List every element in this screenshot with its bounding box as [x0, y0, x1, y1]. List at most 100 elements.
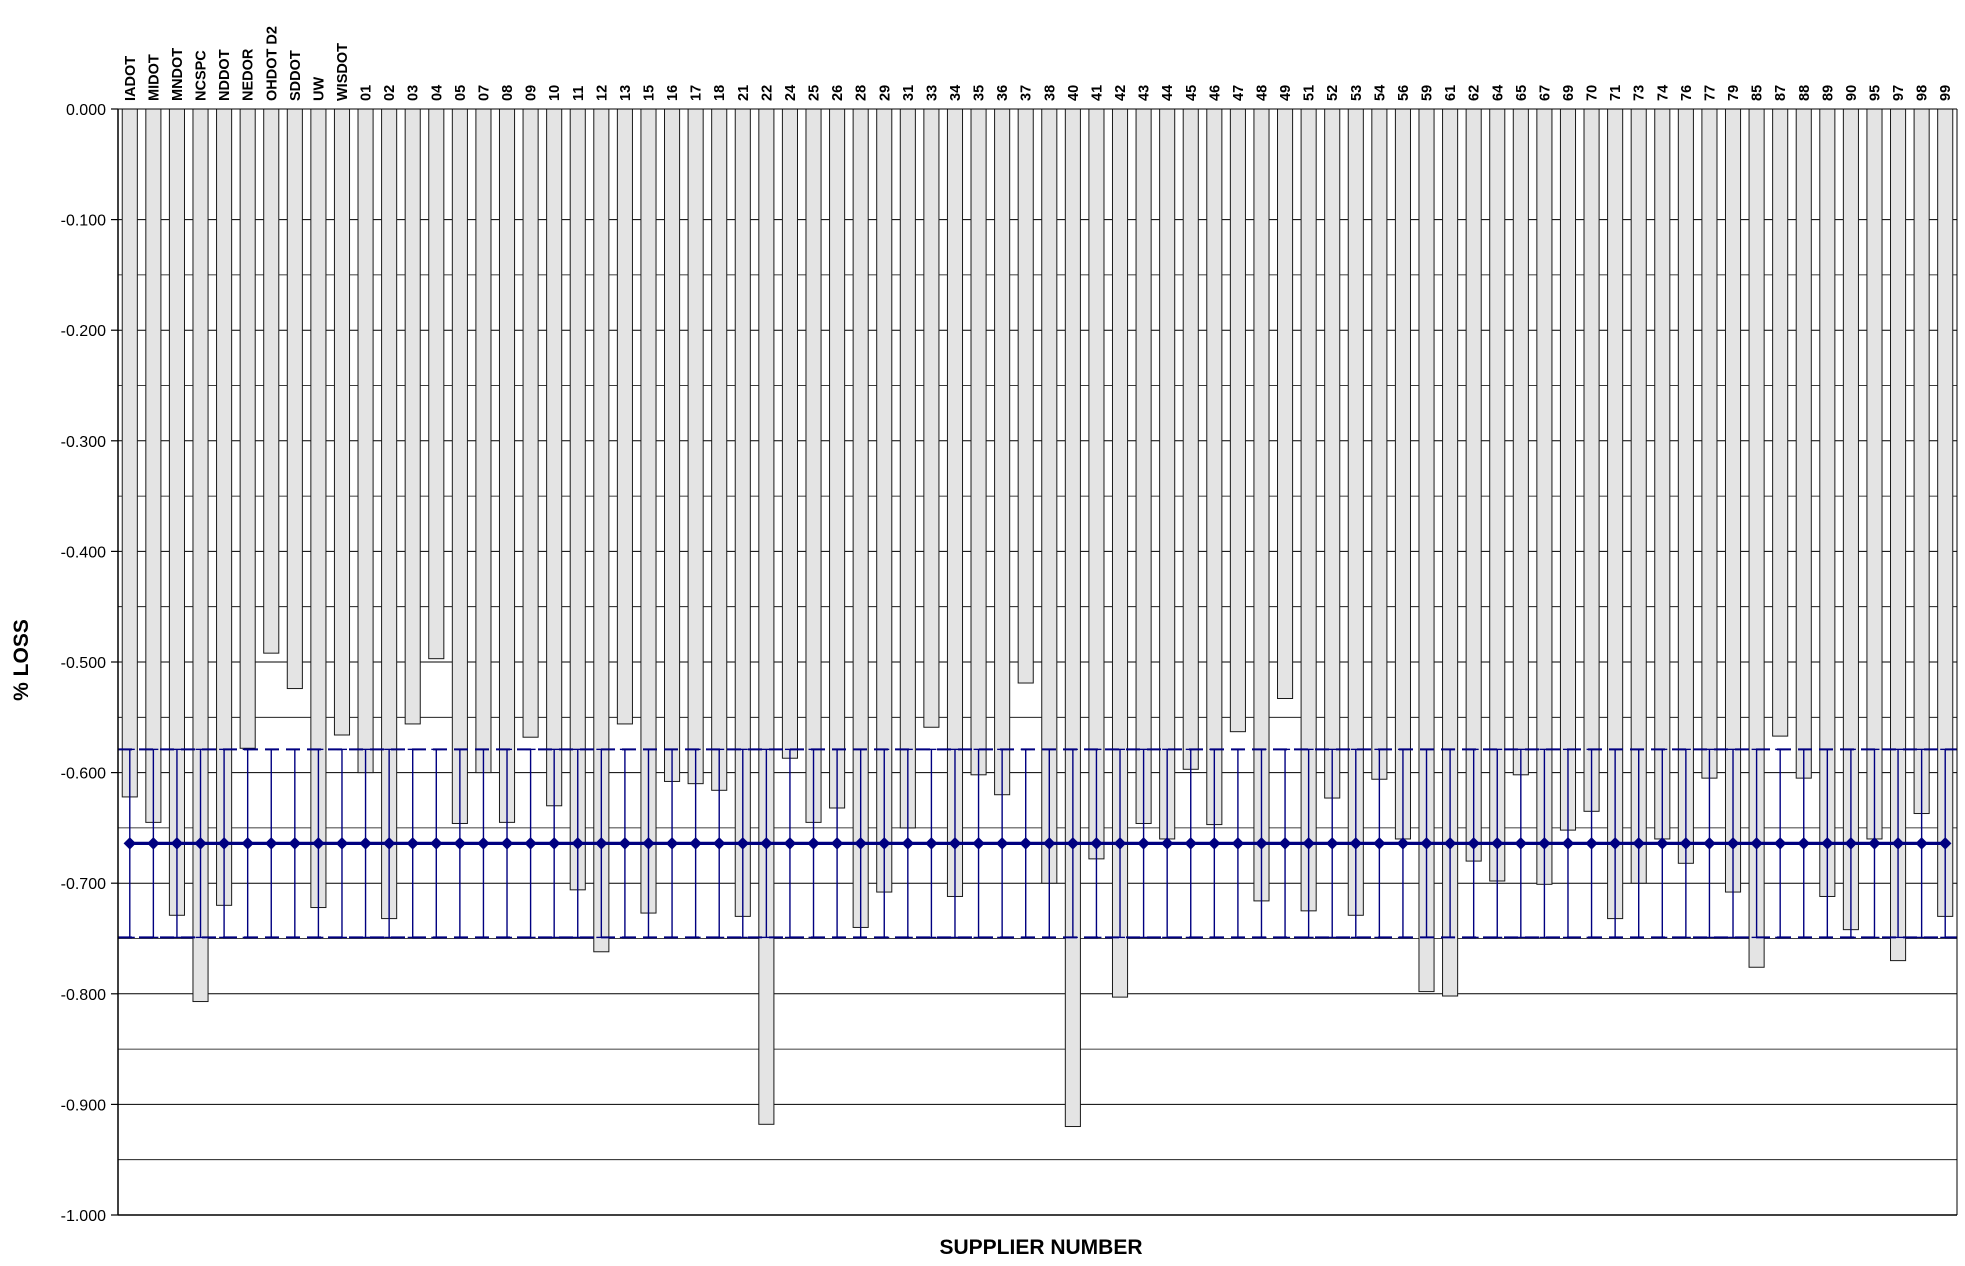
x-tick-label: 87 [1773, 85, 1789, 101]
bar [1229, 108, 1246, 733]
mean-marker [595, 837, 608, 850]
x-tick-label: 43 [1137, 85, 1153, 101]
x-tick-label: MNDOT [170, 48, 186, 101]
x-tick-label: 11 [571, 86, 587, 101]
mean-marker [1255, 837, 1268, 850]
mean-marker [382, 837, 396, 850]
x-tick-label: 47 [1231, 85, 1247, 101]
bar [664, 108, 681, 782]
gridlines [118, 219, 1957, 1216]
mean-marker [1467, 837, 1480, 850]
mean-marker [1750, 837, 1763, 850]
mean-marker [1797, 837, 1810, 850]
bar [428, 108, 445, 660]
x-tick-label: 73 [1632, 85, 1648, 101]
x-tick-label: NDDOT [217, 49, 233, 101]
x-tick-label: 45 [1184, 85, 1200, 101]
bar [994, 108, 1011, 796]
mean-marker [1656, 837, 1669, 850]
bar [475, 108, 492, 774]
x-tick-label: 62 [1467, 85, 1483, 101]
x-tick-label: 10 [547, 85, 563, 101]
mean-marker [288, 837, 302, 850]
bar [1701, 108, 1718, 779]
y-tick-label: -0.600 [61, 766, 106, 783]
x-tick-label: 54 [1372, 85, 1388, 101]
mean-marker [406, 837, 419, 850]
x-tick-label: 05 [453, 85, 469, 101]
bar [357, 108, 374, 774]
bar [923, 108, 940, 728]
x-tick-label: 95 [1867, 85, 1883, 101]
mean-line [123, 837, 1952, 850]
x-tick-label: 21 [736, 85, 752, 101]
y-tick-labels: 0.000 -0.100 -0.200 -0.300 -0.400 -0.500 -0.60… [61, 102, 106, 1225]
mean-marker [1066, 837, 1080, 850]
x-tick-label: 34 [948, 85, 964, 101]
mean-marker [901, 837, 915, 850]
x-tick-label: 04 [429, 85, 445, 101]
bar [711, 108, 728, 791]
bar [1559, 108, 1577, 831]
x-tick-label: 90 [1844, 85, 1860, 101]
x-tick-label: 89 [1820, 85, 1836, 101]
bar [1182, 108, 1199, 770]
mean-marker [1679, 837, 1693, 850]
mean-marker [217, 837, 231, 850]
bar [1795, 108, 1812, 779]
bar [145, 108, 162, 823]
mean-marker [477, 837, 490, 850]
bar [239, 108, 256, 749]
bar [758, 108, 775, 1125]
bar [781, 108, 798, 759]
bar [333, 108, 351, 736]
x-tick-label: 29 [877, 85, 893, 101]
mean-marker [1491, 837, 1504, 850]
mean-marker [359, 837, 372, 850]
y-tick-label: -0.200 [61, 323, 106, 340]
mean-marker [147, 837, 160, 850]
bar [1206, 108, 1223, 826]
mean-marker [948, 837, 962, 850]
y-axis-title: % LOSS [10, 619, 33, 701]
mean-marker [689, 837, 702, 850]
mean-marker [1915, 837, 1928, 850]
y-tick-label: 0.000 [66, 102, 106, 119]
y-tick-label: -0.500 [61, 655, 106, 672]
y-tick-label: -0.400 [61, 544, 106, 561]
mean-marker [1538, 837, 1551, 850]
axes [111, 108, 1958, 1216]
mean-marker [524, 837, 537, 850]
x-tick-label: 79 [1726, 85, 1742, 101]
x-tick-label: 25 [807, 85, 823, 101]
mean-marker [1090, 837, 1103, 850]
x-tick-label: 31 [901, 85, 917, 101]
mean-marker [995, 837, 1009, 850]
bar [1159, 108, 1176, 840]
x-tick-label: 33 [924, 85, 940, 101]
bar [1135, 108, 1152, 824]
x-tick-label: SDDOT [288, 50, 304, 101]
mean-marker [1302, 837, 1315, 850]
mean-marker [736, 837, 749, 850]
x-tick-label: 42 [1113, 85, 1129, 101]
x-tick-label: 12 [594, 85, 610, 101]
mean-marker [1373, 837, 1386, 850]
mean-marker [430, 837, 443, 850]
mean-marker [1160, 837, 1174, 850]
x-tick-label: 85 [1750, 85, 1766, 101]
x-tick-label: OHDOT D2 [264, 26, 280, 101]
mean-marker [1019, 837, 1032, 850]
mean-marker [1703, 837, 1716, 850]
y-tick-label: -0.900 [61, 1097, 106, 1114]
bar [899, 108, 916, 829]
x-tick-label: 53 [1349, 85, 1365, 101]
bars [121, 108, 1954, 1128]
limit-lines [118, 748, 1957, 939]
x-tick-label: 24 [783, 85, 799, 101]
mean-marker [807, 837, 820, 850]
bar [1512, 108, 1529, 776]
mean-marker [1821, 837, 1834, 850]
mean-marker [1608, 837, 1622, 850]
